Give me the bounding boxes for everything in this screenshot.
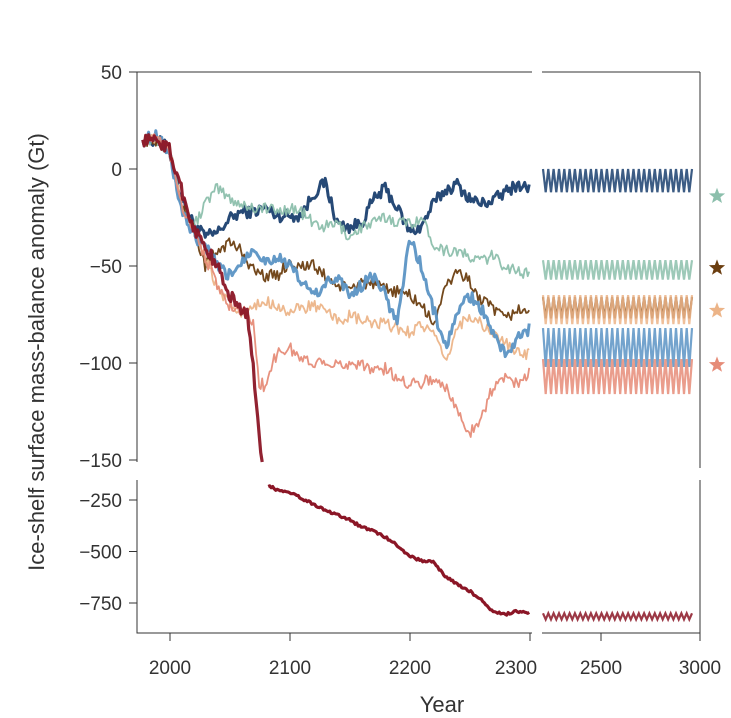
y-tick-label: −250 bbox=[79, 491, 122, 512]
y-tick-label: −500 bbox=[79, 543, 122, 564]
extension-band bbox=[541, 328, 694, 367]
series-line-lower bbox=[267, 484, 531, 617]
y-tick-label: −750 bbox=[79, 594, 122, 615]
star-markers bbox=[708, 187, 726, 372]
axes: 50 0 −50 −100 −150 −250 −500 −750 2000 2100 2200 23… bbox=[79, 63, 721, 679]
extension-band bbox=[541, 294, 694, 325]
series-lines bbox=[141, 129, 531, 617]
lower-frame bbox=[136, 480, 532, 634]
star-icon bbox=[708, 259, 726, 275]
x-tick-label: 2100 bbox=[269, 658, 311, 679]
extension-band bbox=[541, 610, 694, 623]
upper-frame bbox=[136, 71, 532, 462]
series-line-upper bbox=[143, 135, 267, 462]
star-icon bbox=[708, 302, 726, 318]
extension-band bbox=[541, 168, 694, 193]
x-tick-label: 2300 bbox=[495, 658, 537, 679]
star-icon bbox=[708, 187, 726, 203]
y-tick-label: 50 bbox=[101, 63, 122, 84]
y-tick-label: −150 bbox=[79, 451, 122, 472]
y-tick-label: −100 bbox=[79, 354, 122, 375]
lower-frame-ext bbox=[542, 480, 701, 634]
x-tick-label: 2000 bbox=[149, 658, 191, 679]
x-axis-title: Year bbox=[420, 692, 464, 717]
series-line-upper bbox=[141, 133, 530, 326]
x-tick-label: 3000 bbox=[679, 658, 721, 679]
series-line-upper bbox=[141, 133, 531, 438]
y-axis-title: Ice-shelf surface mass-balance anomaly (… bbox=[24, 133, 49, 571]
extension-band bbox=[541, 260, 694, 280]
x-tick-label: 2200 bbox=[389, 658, 431, 679]
y-tick-label: −50 bbox=[90, 257, 122, 278]
star-icon bbox=[708, 356, 726, 372]
x-tick-label: 2500 bbox=[580, 658, 622, 679]
series-line-upper bbox=[141, 136, 531, 279]
extension-bands bbox=[541, 168, 694, 623]
extension-band bbox=[541, 359, 694, 395]
y-tick-label: 0 bbox=[111, 160, 122, 181]
